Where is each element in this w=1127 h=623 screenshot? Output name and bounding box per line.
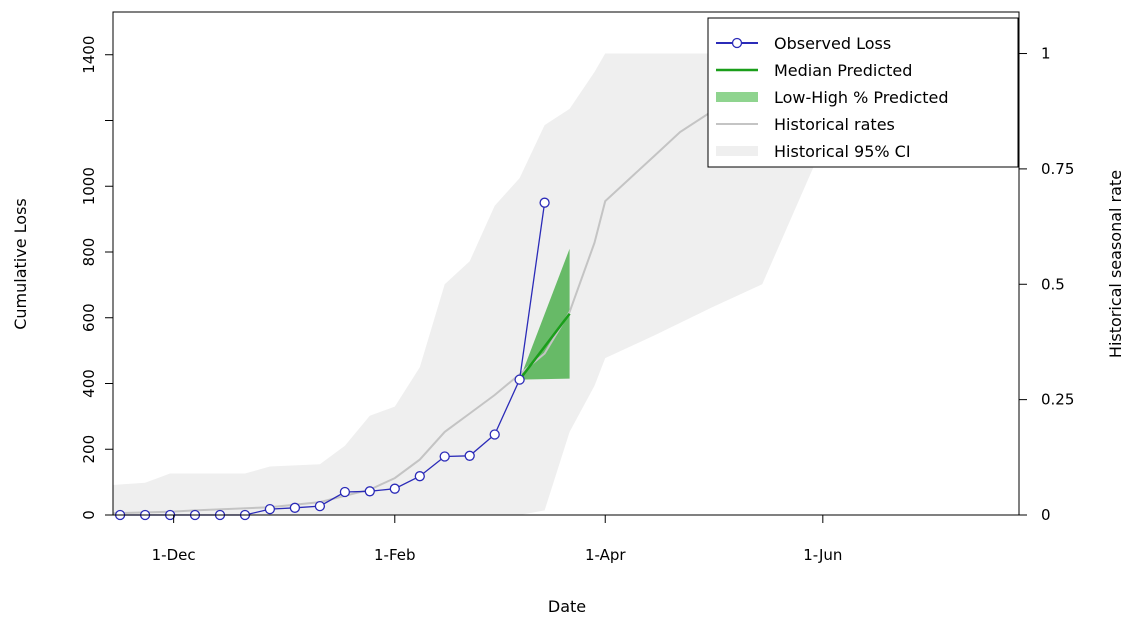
median-predicted-line bbox=[518, 313, 571, 381]
legend-item-low-high-predicted: Low-High % Predicted bbox=[716, 88, 949, 107]
legend-label: Observed Loss bbox=[774, 34, 891, 53]
y2-tick-label: 1 bbox=[1041, 45, 1051, 63]
observed-loss-point-13 bbox=[414, 471, 425, 482]
y-tick-label: 800 bbox=[80, 238, 98, 267]
y2-tick-label: 0.25 bbox=[1041, 391, 1074, 409]
observed-loss-point-9 bbox=[314, 500, 326, 512]
x-tick-label: 1-Dec bbox=[152, 546, 196, 564]
bands-layer bbox=[113, 53, 1019, 515]
legend-marker bbox=[731, 37, 743, 49]
legend-label: Historical 95% CI bbox=[774, 142, 911, 161]
legend-label: Historical rates bbox=[774, 115, 895, 134]
legend-item-observed-loss: Observed Loss bbox=[716, 34, 891, 53]
x-tick-label: 1-Apr bbox=[585, 546, 626, 564]
y-tick-label: 200 bbox=[80, 435, 98, 464]
observed-loss-point-7 bbox=[264, 503, 276, 515]
observed-loss-point-14 bbox=[439, 451, 450, 462]
historical-rates-line bbox=[112, 57, 1020, 515]
legend-label: Median Predicted bbox=[774, 61, 912, 80]
low-high-predicted-band bbox=[519, 248, 570, 380]
legend-item-historical-95-ci: Historical 95% CI bbox=[716, 142, 911, 161]
observed-loss-point-8 bbox=[289, 502, 301, 513]
y-tick-label: 600 bbox=[80, 303, 98, 332]
y-tick-label: 0 bbox=[80, 510, 98, 520]
observed-loss-point-17 bbox=[514, 374, 525, 385]
y-tick-label: 1400 bbox=[80, 36, 98, 74]
observed-loss-point-10 bbox=[339, 486, 351, 498]
observed-loss-point-15 bbox=[464, 450, 475, 461]
observed-loss-point-12 bbox=[389, 483, 400, 494]
y2-tick-label: 0 bbox=[1041, 506, 1051, 524]
legend: Observed Loss Median Predicted Low-High % … bbox=[707, 17, 1019, 168]
axes-layer: 1-Dec 1-Feb 1-Apr 1-Jun 0 200 400 600 800 1000 140… bbox=[80, 36, 1074, 564]
x-tick-label: 1-Feb bbox=[374, 546, 416, 564]
x-tick-label: 1-Jun bbox=[803, 546, 842, 564]
legend-item-median-predicted: Median Predicted bbox=[716, 61, 912, 80]
y-axis-title: Cumulative Loss bbox=[11, 198, 30, 330]
legend-item-historical-rates: Historical rates bbox=[716, 115, 895, 134]
observed-loss-point-18 bbox=[539, 197, 550, 208]
legend-label: Low-High % Predicted bbox=[774, 88, 949, 107]
observed-loss-point-16 bbox=[489, 429, 500, 440]
y-tick-label: 1000 bbox=[80, 167, 98, 205]
observed-loss-point-11 bbox=[364, 486, 375, 497]
x-axis-title: Date bbox=[548, 597, 586, 616]
y-tick-label: 400 bbox=[80, 369, 98, 398]
legend-box bbox=[707, 17, 1019, 168]
plot-frame-layer bbox=[112, 11, 1020, 516]
y2-tick-label: 0.75 bbox=[1041, 160, 1074, 178]
points-layer bbox=[114, 197, 550, 521]
y2-tick-label: 0.5 bbox=[1041, 275, 1065, 293]
y2-axis-title: Historical seasonal rate bbox=[1106, 170, 1125, 358]
plot-frame bbox=[112, 11, 1020, 516]
